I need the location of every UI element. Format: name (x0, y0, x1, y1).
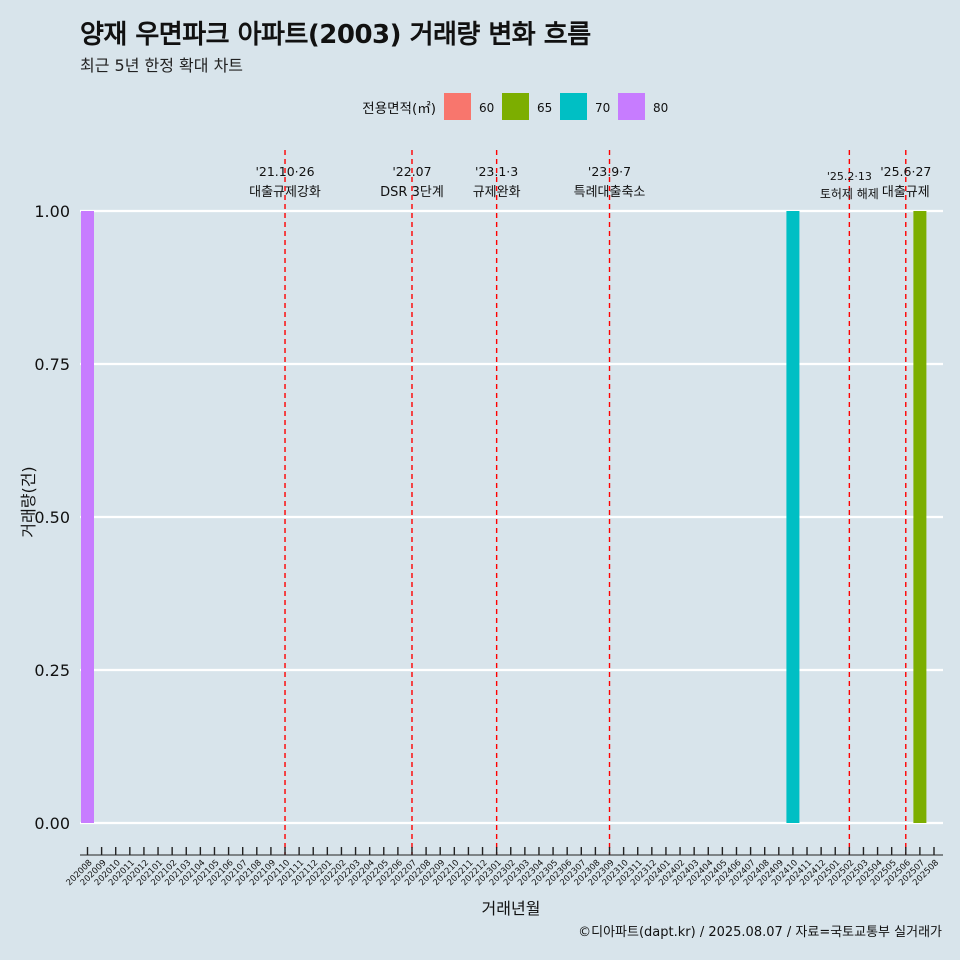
y-tick-label: 0.00 (34, 814, 70, 833)
source-caption: ©디아파트(dapt.kr) / 2025.08.07 / 자료=국토교통부 실… (578, 925, 942, 940)
x-axis-title: 거래년월 (482, 899, 541, 918)
bar-70 (786, 211, 800, 823)
event-date-label: '23.1·3 (475, 164, 518, 179)
legend-label-80: 80 (653, 101, 668, 115)
legend-swatch-60 (444, 93, 471, 120)
event-label: 규제완화 (473, 185, 521, 200)
legend-title: 전용면적(㎡) (362, 101, 436, 117)
legend-swatch-80 (618, 93, 645, 120)
chart-subtitle: 최근 5년 한정 확대 차트 (80, 56, 244, 75)
legend-swatch-70 (560, 93, 587, 120)
y-tick-label: 0.50 (34, 508, 70, 527)
chart-title: 양재 우면파크 아파트(2003) 거래량 변화 흐름 (80, 20, 591, 50)
event-date-label: '21.10·26 (255, 164, 314, 179)
event-date-label: '22.07 (392, 164, 431, 179)
event-date-label: '23.9·7 (588, 164, 631, 179)
y-axis-title: 거래량(건) (19, 466, 38, 537)
bar-65 (913, 211, 927, 823)
y-tick-label: 0.25 (34, 661, 70, 680)
legend-label-60: 60 (479, 101, 494, 115)
legend-label-70: 70 (595, 101, 610, 115)
legend-swatch-65 (502, 93, 529, 120)
bar-80 (81, 211, 94, 823)
event-label: 토허제 해제 (820, 187, 879, 201)
event-label: 특례대출축소 (574, 185, 646, 200)
y-tick-label: 0.75 (34, 355, 70, 374)
event-label: 대출규제강화 (249, 185, 321, 200)
event-date-label: '25.2·13 (827, 170, 872, 183)
legend-label-65: 65 (537, 101, 552, 115)
y-tick-label: 1.00 (34, 202, 70, 221)
event-date-label: '25.6·27 (880, 164, 931, 179)
event-label: 대출규제 (882, 185, 930, 200)
event-label: DSR 3단계 (380, 185, 444, 200)
